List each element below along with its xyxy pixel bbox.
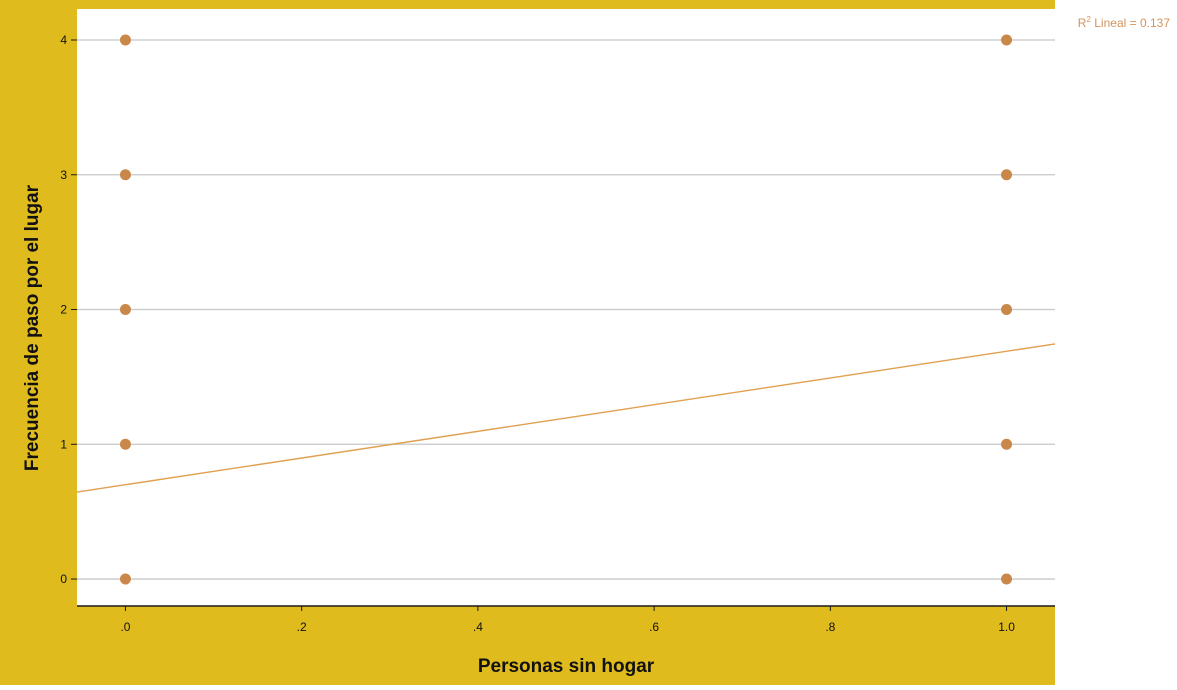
r-label: R [1078,16,1087,30]
x-tick-label: 1.0 [998,620,1015,634]
x-axis-ticks: .0 .2 .4 .6 .8 1.0 [120,606,1015,634]
x-tick-label: .4 [473,620,483,634]
r-squared-value: Lineal = 0.137 [1091,16,1170,30]
data-point [1001,438,1013,450]
data-point [1001,573,1013,585]
data-points [119,34,1013,585]
data-point [1001,34,1013,46]
data-point [119,573,131,585]
r-superscript: 2 [1086,15,1091,24]
plot-area [77,9,1055,606]
data-point [1001,169,1013,181]
x-tick-label: .6 [649,620,659,634]
data-point [119,34,131,46]
x-axis-label: Personas sin hogar [478,656,655,677]
y-tick-label: 3 [60,168,67,182]
data-point [1001,304,1013,316]
fit-line-group [76,343,1056,493]
y-tick-label: 4 [60,33,67,47]
y-tick-label: 0 [60,572,67,586]
x-tick-label: .8 [825,620,835,634]
data-point [119,169,131,181]
y-axis-label: Frecuencia de paso por el lugar [22,184,43,471]
y-tick-label: 2 [60,303,67,317]
r-squared-annotation: R2 Lineal = 0.137 [1078,15,1171,30]
y-tick-label: 1 [60,437,67,451]
x-tick-label: .2 [297,620,307,634]
data-point [119,438,131,450]
x-tick-label: .0 [120,620,130,634]
y-axis-ticks: 0 1 2 3 4 [60,33,77,586]
data-point [119,304,131,316]
fit-line [76,343,1056,493]
grid-lines [77,39,1055,580]
